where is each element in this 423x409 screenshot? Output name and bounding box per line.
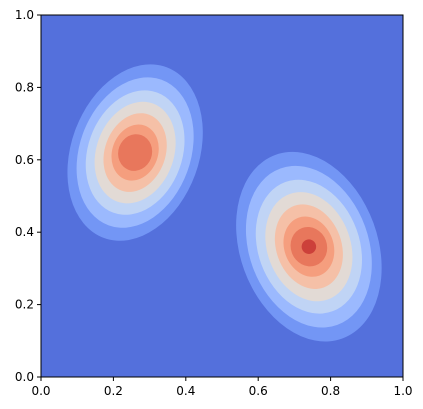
- y-tick-label: 0.4: [15, 225, 34, 239]
- y-tick-label: 0.0: [15, 370, 34, 384]
- y-tick-label: 0.2: [15, 298, 34, 312]
- x-tick-label: 0.0: [31, 384, 50, 398]
- x-axis: 0.0 0.2 0.4 0.6 0.8 1.0: [31, 377, 413, 398]
- x-tick-label: 1.0: [393, 384, 412, 398]
- y-axis: 0.0 0.2 0.4 0.6 0.8 1.0: [15, 8, 41, 384]
- x-tick-label: 0.2: [104, 384, 123, 398]
- peak-2-level-8: [301, 239, 317, 254]
- plot-frame: [40, 14, 404, 378]
- y-tick-label: 0.6: [15, 153, 34, 167]
- y-tick-label: 0.8: [15, 80, 34, 94]
- peak-1-level-7: [118, 134, 153, 171]
- x-tick-label: 0.8: [321, 384, 340, 398]
- x-tick-label: 0.6: [249, 384, 268, 398]
- y-tick-label: 1.0: [15, 8, 34, 22]
- contour-layers: [67, 64, 382, 342]
- x-tick-label: 0.4: [176, 384, 195, 398]
